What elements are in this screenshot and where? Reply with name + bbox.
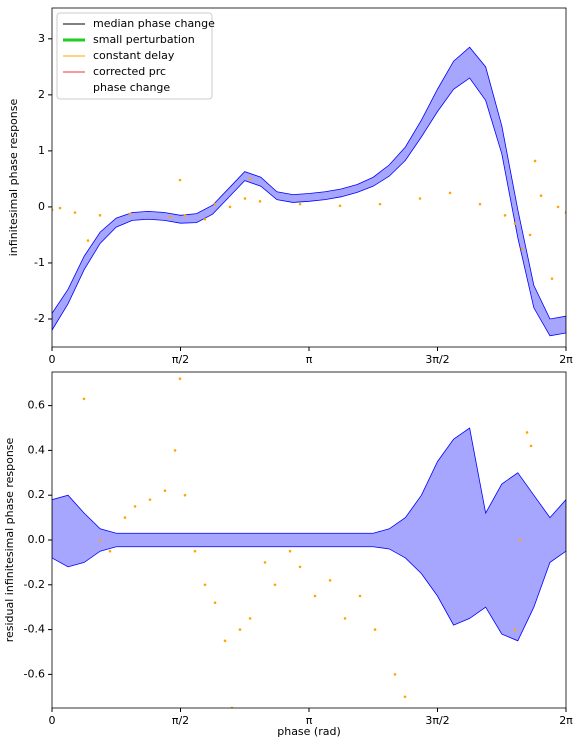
band	[52, 427, 566, 642]
x-tick-label: 3π/2	[425, 353, 449, 366]
marker	[288, 549, 292, 553]
y-tick-label: 2	[38, 88, 45, 101]
marker	[298, 565, 302, 569]
x-tick-label: 3π/2	[425, 714, 449, 727]
marker	[98, 214, 102, 217]
marker	[503, 214, 507, 217]
marker	[228, 205, 232, 209]
y-tick-label: 0	[38, 200, 45, 213]
marker	[263, 561, 267, 564]
marker	[525, 431, 529, 434]
marker	[539, 194, 543, 198]
marker	[213, 601, 217, 605]
marker	[518, 538, 522, 542]
marker	[178, 377, 182, 381]
marker	[528, 233, 532, 237]
marker	[86, 239, 90, 242]
marker	[313, 594, 317, 598]
marker	[403, 695, 407, 699]
marker	[550, 277, 554, 280]
marker	[378, 202, 382, 206]
y-axis-label: residual infinitesimal phase response	[3, 437, 16, 642]
legend-label: constant delay	[93, 49, 175, 62]
y-tick-label: -0.2	[24, 578, 45, 591]
marker	[238, 628, 242, 631]
x-tick-label: 0	[49, 353, 56, 366]
marker	[338, 204, 342, 208]
marker	[448, 191, 452, 195]
marker	[148, 498, 152, 501]
x-tick-label: π/2	[172, 353, 189, 366]
marker	[163, 489, 167, 493]
legend-label: corrected prc	[93, 65, 166, 78]
marker	[223, 639, 227, 643]
marker	[258, 200, 262, 203]
y-tick-label: 0.0	[28, 533, 46, 546]
plot-area	[52, 315, 566, 743]
marker	[203, 583, 207, 587]
marker	[248, 617, 252, 620]
marker	[358, 594, 362, 598]
marker	[128, 212, 132, 215]
y-tick-label: -0.6	[24, 667, 45, 680]
y-tick-label: -2	[34, 312, 45, 325]
marker	[183, 214, 187, 217]
marker	[520, 247, 524, 251]
x-tick-label: 2π	[559, 714, 573, 727]
marker	[108, 549, 112, 553]
marker	[168, 215, 172, 219]
marker	[243, 197, 247, 200]
x-tick-label: π/2	[172, 714, 189, 727]
x-axis-label: phase (rad)	[277, 725, 341, 738]
marker	[178, 178, 182, 182]
y-tick-label: -0.4	[24, 623, 45, 636]
marker	[418, 197, 422, 200]
marker	[533, 159, 537, 163]
marker	[419, 740, 422, 743]
y-tick-label: 1	[38, 144, 45, 157]
marker	[77, 315, 80, 318]
y-tick-label: 3	[38, 32, 45, 45]
y-tick-label: 0.2	[28, 488, 46, 501]
legend-box	[56, 12, 213, 100]
marker	[507, 740, 510, 743]
marker	[123, 516, 127, 519]
marker	[298, 202, 302, 206]
marker	[529, 444, 533, 448]
y-tick-label: 0.4	[28, 443, 46, 456]
marker	[183, 493, 187, 497]
legend-label: median phase change	[93, 17, 215, 30]
marker	[193, 549, 197, 553]
x-tick-label: 0	[49, 714, 56, 727]
y-tick-label: -1	[34, 256, 45, 269]
marker	[58, 206, 62, 210]
marker	[248, 177, 252, 181]
marker	[393, 673, 397, 676]
marker	[478, 202, 482, 206]
marker	[133, 505, 137, 508]
marker	[173, 449, 177, 452]
marker	[343, 617, 347, 620]
legend-label: small perturbation	[93, 33, 195, 46]
marker	[556, 205, 560, 209]
marker	[513, 628, 517, 631]
marker	[82, 397, 86, 401]
marker	[273, 583, 277, 587]
marker	[513, 222, 517, 226]
x-tick-label: π	[306, 714, 313, 727]
legend-label: phase change	[93, 81, 170, 94]
marker	[373, 628, 377, 631]
y-tick-label: 0.6	[28, 399, 46, 412]
marker	[203, 217, 207, 221]
marker	[213, 202, 217, 206]
marker	[98, 538, 102, 542]
marker	[73, 211, 77, 214]
x-tick-label: 2π	[559, 353, 573, 366]
x-tick-label: π	[306, 353, 313, 366]
y-axis-label: infinitesimal phase response	[7, 99, 20, 257]
marker	[328, 579, 332, 582]
